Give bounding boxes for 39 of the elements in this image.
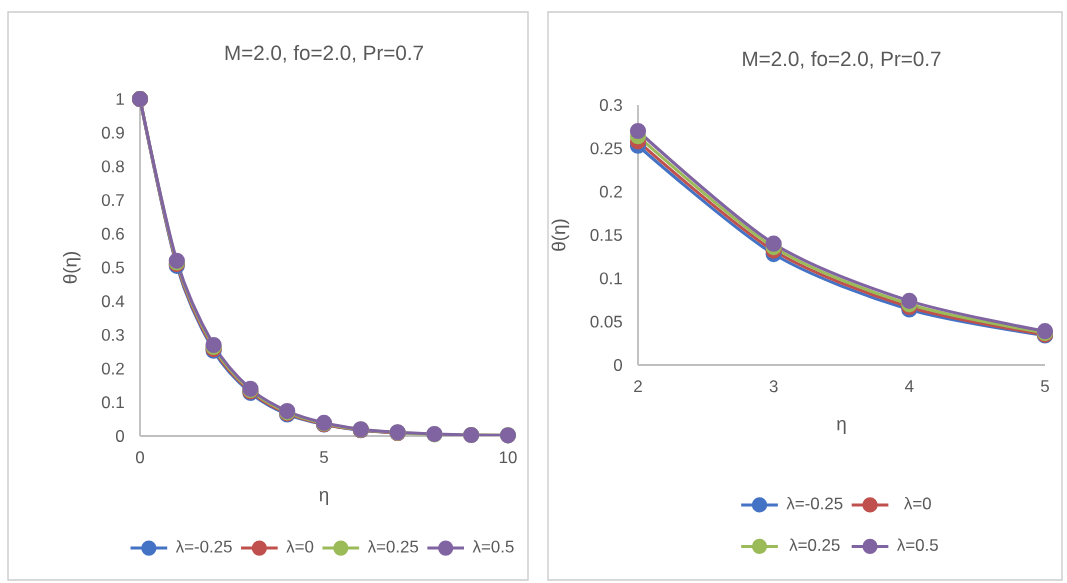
y-tick-label: 0 [115,430,125,442]
legend-label: λ=0.25 [367,540,419,553]
y-tick-label: 0.3 [101,328,124,341]
y-tick-label: 0.1 [599,272,622,285]
x-tick-label: 10 [499,451,517,464]
y-tick-label: 1 [116,93,124,105]
y-tick-label: 0.25 [590,142,622,155]
y-tick-label: 0.8 [101,160,124,173]
y-tick-label: 0.9 [101,126,124,139]
x-tick-label: 4 [905,380,914,392]
x-tick-label: 3 [769,380,778,393]
y-tick-label: 0.15 [590,229,622,241]
legend-label: λ=0.25 [789,538,840,551]
legend-label: λ=0 [904,497,931,510]
y-tick-label: 0 [613,359,623,371]
legend-label: λ=-0.25 [786,497,843,510]
x-tick-label: 5 [319,451,328,464]
y-tick-label: 0.6 [101,227,124,240]
y-tick-label: 0.3 [599,99,622,111]
y-axis-title: θ(η) [63,252,81,284]
y-tick-label: 0.4 [101,295,125,308]
legend-label: λ=0.5 [897,538,938,551]
legend-label: λ=-0.25 [175,540,232,553]
x-axis-title: η [319,491,329,506]
chart-title: M=2.0, fo=2.0, Pr=0.7 [225,45,423,63]
x-tick-label: 5 [1040,380,1049,393]
y-tick-label: 0.05 [590,315,622,328]
y-tick-label: 0.2 [101,362,124,375]
x-tick-label: 2 [634,380,642,393]
y-tick-label: 0.1 [101,396,124,409]
chart-title: M=2.0, fo=2.0, Pr=0.7 [743,51,941,69]
y-axis-title: θ(η) [551,219,570,251]
x-axis-title: η [837,420,846,435]
y-tick-label: 0.2 [599,185,622,198]
x-tick-label: 0 [135,451,145,464]
y-tick-label: 0.7 [101,194,124,207]
legend-label: λ=0 [286,540,314,553]
legend-label: λ=0.5 [472,540,514,553]
y-tick-label: 0.5 [101,261,124,274]
